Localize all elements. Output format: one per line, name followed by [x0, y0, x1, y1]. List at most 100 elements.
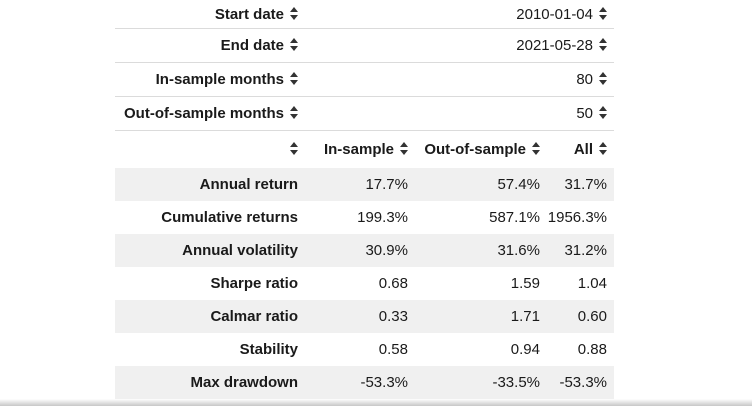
- header-label: Out-of-sample: [424, 140, 526, 158]
- metric-value-all: 31.7%: [564, 175, 607, 193]
- stats-table: In-sample Out-of-sample All Annual retur…: [115, 131, 614, 399]
- sort-up-arrow: [532, 141, 540, 147]
- info-value: 80: [576, 70, 593, 88]
- stats-header-row: In-sample Out-of-sample All: [115, 131, 614, 168]
- info-value-cell-out-of-sample-months[interactable]: 50: [305, 96, 614, 130]
- table-row: Out-of-sample months 50: [115, 96, 614, 130]
- table-row: Start date 2010-01-04: [115, 0, 614, 28]
- table-row-sharpe-ratio: Sharpe ratio 0.68 1.59 1.04: [115, 267, 614, 300]
- sort-up-arrow: [290, 6, 298, 12]
- metric-value-out-of-sample: 57.4%: [497, 175, 540, 193]
- sort-down-arrow: [290, 150, 298, 156]
- sort-up-arrow: [290, 37, 298, 43]
- header-cell-in-sample[interactable]: In-sample: [305, 131, 415, 168]
- info-value: 2021-05-28: [516, 36, 593, 54]
- info-label: End date: [220, 36, 284, 54]
- metric-label: Stability: [239, 340, 298, 358]
- metric-value-in-sample: 0.33: [378, 307, 408, 325]
- metric-value-out-of-sample: 587.1%: [489, 208, 540, 226]
- sort-up-arrow: [400, 141, 408, 147]
- sort-down-arrow: [290, 45, 298, 51]
- sort-icon[interactable]: [532, 141, 540, 155]
- table-row-cumulative-returns: Cumulative returns 199.3% 587.1% 1956.3%: [115, 201, 614, 234]
- metric-value-all: 1.04: [577, 274, 607, 292]
- sort-icon[interactable]: [599, 37, 607, 51]
- table-row: End date 2021-05-28: [115, 28, 614, 62]
- sort-up-arrow: [599, 71, 607, 77]
- sort-icon[interactable]: [599, 6, 607, 20]
- sort-up-arrow: [599, 141, 607, 147]
- metric-value-out-of-sample: -33.5%: [492, 373, 540, 391]
- metric-label: Annual return: [199, 175, 298, 193]
- bottom-shadow: [0, 399, 752, 406]
- info-value-cell-end-date[interactable]: 2021-05-28: [305, 28, 614, 62]
- sort-up-arrow: [599, 6, 607, 12]
- metric-value-all: 0.88: [577, 340, 607, 358]
- metric-value-all: 31.2%: [564, 241, 607, 259]
- sort-down-arrow: [290, 113, 298, 119]
- info-value: 2010-01-04: [516, 5, 593, 23]
- sort-down-arrow: [599, 149, 607, 155]
- metric-value-out-of-sample: 31.6%: [497, 241, 540, 259]
- header-cell-all[interactable]: All: [547, 131, 614, 168]
- sort-up-arrow: [290, 105, 298, 111]
- sort-up-arrow: [599, 105, 607, 111]
- sort-down-arrow: [599, 45, 607, 51]
- info-table: Start date 2010-01-04 End date 2021-05-2…: [115, 0, 614, 131]
- metric-value-in-sample: 199.3%: [357, 208, 408, 226]
- metric-value-out-of-sample: 0.94: [510, 340, 540, 358]
- table-row: In-sample months 80: [115, 62, 614, 96]
- header-cell-out-of-sample[interactable]: Out-of-sample: [415, 131, 547, 168]
- metric-value-in-sample: 30.9%: [365, 241, 408, 259]
- metric-value-all: -53.3%: [559, 373, 607, 391]
- sort-up-arrow: [290, 142, 298, 148]
- table-row-annual-return: Annual return 17.7% 57.4% 31.7%: [115, 167, 614, 201]
- sort-down-arrow: [290, 14, 298, 20]
- sort-up-arrow: [290, 71, 298, 77]
- info-value-cell-start-date[interactable]: 2010-01-04: [305, 0, 614, 28]
- metric-value-out-of-sample: 1.59: [510, 274, 540, 292]
- sort-icon[interactable]: [290, 71, 298, 85]
- metric-value-in-sample: -53.3%: [360, 373, 408, 391]
- header-cell-metric[interactable]: [115, 131, 305, 168]
- info-label: Out-of-sample months: [124, 104, 284, 122]
- metric-label: Sharpe ratio: [210, 274, 298, 292]
- metric-value-all: 1956.3%: [547, 208, 607, 226]
- sort-down-arrow: [599, 113, 607, 119]
- info-label: In-sample months: [155, 70, 284, 88]
- sort-down-arrow: [599, 14, 607, 20]
- metric-value-in-sample: 0.68: [378, 274, 408, 292]
- table-row-annual-volatility: Annual volatility 30.9% 31.6% 31.2%: [115, 233, 614, 267]
- metric-label: Max drawdown: [190, 373, 298, 391]
- metric-value-in-sample: 17.7%: [365, 175, 408, 193]
- info-value: 50: [576, 104, 593, 122]
- header-label: All: [573, 140, 593, 158]
- sort-icon[interactable]: [400, 141, 408, 155]
- info-label-cell-end-date[interactable]: End date: [115, 28, 305, 62]
- metric-label: Cumulative returns: [161, 208, 298, 226]
- sort-down-arrow: [290, 79, 298, 85]
- sort-down-arrow: [599, 79, 607, 85]
- sort-icon[interactable]: [599, 141, 607, 155]
- sort-up-arrow: [599, 37, 607, 43]
- sort-icon[interactable]: [599, 105, 607, 119]
- metric-value-all: 0.60: [577, 307, 607, 325]
- sort-down-arrow: [532, 149, 540, 155]
- sort-icon[interactable]: [290, 6, 298, 20]
- metric-value-out-of-sample: 1.71: [510, 307, 540, 325]
- table-row-stability: Stability 0.58 0.94 0.88: [115, 333, 614, 366]
- metric-label: Annual volatility: [182, 241, 298, 259]
- perf-stats-panel: Start date 2010-01-04 End date 2021-05-2…: [115, 0, 614, 399]
- sort-icon[interactable]: [290, 105, 298, 119]
- sort-icon[interactable]: [290, 142, 298, 156]
- sort-icon[interactable]: [599, 71, 607, 85]
- info-label-cell-start-date[interactable]: Start date: [115, 0, 305, 28]
- info-label-cell-in-sample-months[interactable]: In-sample months: [115, 62, 305, 96]
- info-label: Start date: [214, 5, 284, 23]
- info-value-cell-in-sample-months[interactable]: 80: [305, 62, 614, 96]
- sort-down-arrow: [400, 149, 408, 155]
- info-label-cell-out-of-sample-months[interactable]: Out-of-sample months: [115, 96, 305, 130]
- table-row-calmar-ratio: Calmar ratio 0.33 1.71 0.60: [115, 299, 614, 333]
- sort-icon[interactable]: [290, 37, 298, 51]
- metric-value-in-sample: 0.58: [378, 340, 408, 358]
